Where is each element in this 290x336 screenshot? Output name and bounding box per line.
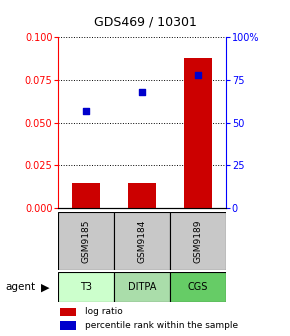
Bar <box>170 212 226 270</box>
Bar <box>114 272 170 302</box>
Bar <box>114 212 170 270</box>
Text: GSM9189: GSM9189 <box>194 219 203 263</box>
Bar <box>60 307 76 316</box>
Bar <box>58 272 114 302</box>
Text: agent: agent <box>6 282 36 292</box>
Point <box>84 108 88 113</box>
Text: percentile rank within the sample: percentile rank within the sample <box>85 321 238 330</box>
Text: log ratio: log ratio <box>85 307 123 316</box>
Bar <box>170 272 226 302</box>
Text: DITPA: DITPA <box>128 282 156 292</box>
Bar <box>60 321 76 330</box>
Text: ▶: ▶ <box>41 282 49 292</box>
Text: GSM9184: GSM9184 <box>137 219 147 263</box>
Text: GSM9185: GSM9185 <box>81 219 90 263</box>
Point <box>196 72 200 77</box>
Text: GDS469 / 10301: GDS469 / 10301 <box>94 15 196 28</box>
Bar <box>128 183 156 208</box>
Bar <box>58 212 114 270</box>
Bar <box>72 183 100 208</box>
Text: CGS: CGS <box>188 282 208 292</box>
Point <box>140 89 144 94</box>
Text: T3: T3 <box>80 282 92 292</box>
Bar <box>184 57 212 208</box>
